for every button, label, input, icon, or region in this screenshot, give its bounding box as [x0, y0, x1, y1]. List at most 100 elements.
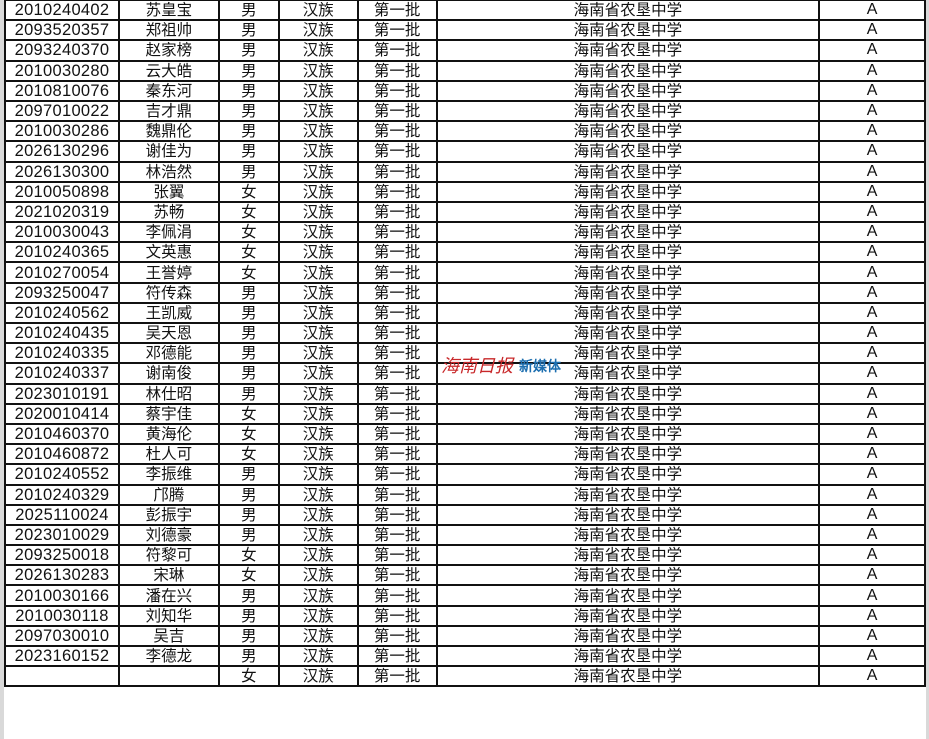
student-id-cell: 2021020319 [4, 200, 120, 224]
student-id-cell: 2093250047 [4, 281, 120, 304]
school-cell: 海南省农垦中学 [435, 79, 821, 102]
student-name-cell: 彭振宇 [117, 503, 220, 526]
grade-cell: A [818, 604, 926, 627]
table-row: 2025110024 彭振宇男汉族 第一批 海南省农垦中学 A [4, 503, 926, 526]
grade-cell: A [818, 99, 926, 123]
table-row: 2010030166 潘在兴男汉族 第一批 海南省农垦中学 A [4, 584, 926, 607]
ethnicity-cell: 汉族 [277, 544, 359, 567]
ethnicity-cell: 汉族 [277, 79, 359, 102]
gender-cell: 男 [217, 59, 280, 82]
student-name-cell: 邓德能 [117, 342, 220, 365]
table-row: 2010030118 刘知华男汉族 第一批 海南省农垦中学 A [4, 604, 926, 627]
student-name-cell: 李振维 [117, 463, 220, 486]
ethnicity-cell: 汉族 [277, 261, 359, 284]
table-row: 2010240337 谢南俊男汉族 第一批 海南省农垦中学 A [4, 362, 926, 385]
school-cell: 海南省农垦中学 [435, 443, 821, 466]
school-cell: 海南省农垦中学 [435, 564, 821, 587]
ethnicity-cell: 汉族 [277, 221, 359, 244]
student-name-cell: 谢南俊 [117, 362, 220, 385]
spreadsheet-page: 2010240402 苏皇宝男汉族 第一批 海南省农垦中学 A 2093520357 郑祖帅… [4, 0, 926, 739]
table-row: 2023010191 林仕昭男汉族 第一批 海南省农垦中学 A [4, 382, 926, 405]
grade-cell: A [818, 241, 926, 264]
ethnicity-cell: 汉族 [277, 120, 359, 143]
grade-cell: A [818, 503, 926, 526]
grade-cell: A [818, 342, 926, 365]
table-row: 2097030010 吴吉男汉族 第一批 海南省农垦中学 A [4, 624, 926, 648]
school-cell: 海南省农垦中学 [435, 544, 821, 567]
school-cell: 海南省农垦中学 [435, 59, 821, 82]
batch-cell: 第一批 [356, 523, 438, 547]
student-name-cell: 蔡宇佳 [117, 402, 220, 425]
gender-cell: 男 [217, 624, 280, 648]
student-name-cell: 刘德豪 [117, 523, 220, 547]
student-name-cell: 张翼 [117, 180, 220, 203]
ethnicity-cell: 汉族 [277, 443, 359, 466]
grade-cell: A [818, 140, 926, 163]
ethnicity-cell: 汉族 [277, 624, 359, 648]
student-id-cell: 2023010191 [4, 382, 120, 405]
batch-cell: 第一批 [356, 39, 438, 62]
batch-cell: 第一批 [356, 241, 438, 264]
grade-cell: A [818, 59, 926, 82]
school-cell: 海南省农垦中学 [435, 463, 821, 486]
grade-cell: A [818, 39, 926, 62]
table-row: 2010050898 张翼女汉族 第一批 海南省农垦中学 A [4, 180, 926, 203]
ethnicity-cell: 汉族 [277, 382, 359, 405]
grade-cell: A [818, 463, 926, 486]
batch-cell: 第一批 [356, 342, 438, 365]
school-cell: 海南省农垦中学 [435, 99, 821, 123]
batch-cell: 第一批 [356, 402, 438, 425]
ethnicity-cell: 汉族 [277, 362, 359, 385]
student-id-cell: 2023010029 [4, 523, 120, 547]
batch-cell: 第一批 [356, 382, 438, 405]
grade-cell: A [818, 180, 926, 203]
student-name-cell: 符黎可 [117, 544, 220, 567]
school-cell: 海南省农垦中学 [435, 644, 821, 668]
grade-cell: A [818, 221, 926, 244]
ethnicity-cell: 汉族 [277, 422, 359, 446]
grade-cell: A [818, 624, 926, 648]
grade-cell: A [818, 644, 926, 668]
batch-cell: 第一批 [356, 0, 438, 22]
table-row: 2010240435 吴天恩男汉族 第一批 海南省农垦中学 A [4, 321, 926, 345]
batch-cell: 第一批 [356, 221, 438, 244]
gender-cell: 男 [217, 584, 280, 607]
gender-cell: 男 [217, 99, 280, 123]
table-row: 2093240370 赵家榜男汉族 第一批 海南省农垦中学 A [4, 39, 926, 62]
student-id-cell: 2093520357 [4, 19, 120, 42]
gender-cell: 女 [217, 564, 280, 587]
batch-cell: 第一批 [356, 564, 438, 587]
ethnicity-cell: 汉族 [277, 301, 359, 325]
table-row: 2010030043 李佩涓女汉族 第一批 海南省农垦中学 A [4, 221, 926, 244]
grade-cell: A [818, 160, 926, 183]
school-cell: 海南省农垦中学 [435, 382, 821, 405]
table-row: 2026130300 林浩然男汉族 第一批 海南省农垦中学 A [4, 160, 926, 183]
batch-cell: 第一批 [356, 544, 438, 567]
ethnicity-cell: 汉族 [277, 140, 359, 163]
school-cell: 海南省农垦中学 [435, 523, 821, 547]
student-id-cell: 2097030010 [4, 624, 120, 648]
batch-cell: 第一批 [356, 99, 438, 123]
table-row: 2093250018 符黎可女汉族 第一批 海南省农垦中学 A [4, 544, 926, 567]
table-row: 女汉族 第一批 海南省农垦中学 A [4, 665, 926, 688]
grade-cell: A [818, 443, 926, 466]
ethnicity-cell: 汉族 [277, 584, 359, 607]
school-cell: 海南省农垦中学 [435, 140, 821, 163]
school-cell: 海南省农垦中学 [435, 362, 821, 385]
ethnicity-cell: 汉族 [277, 0, 359, 22]
school-cell: 海南省农垦中学 [435, 402, 821, 425]
gender-cell: 男 [217, 160, 280, 183]
student-name-cell: 符传森 [117, 281, 220, 304]
grade-cell: A [818, 200, 926, 224]
student-name-cell: 李佩涓 [117, 221, 220, 244]
table-row: 2010240402 苏皇宝男汉族 第一批 海南省农垦中学 A [4, 0, 926, 22]
student-name-cell: 谢佳为 [117, 140, 220, 163]
school-cell: 海南省农垦中学 [435, 200, 821, 224]
table-row: 2010460872 杜人可女汉族 第一批 海南省农垦中学 A [4, 443, 926, 466]
batch-cell: 第一批 [356, 140, 438, 163]
gender-cell: 男 [217, 604, 280, 627]
student-id-cell: 2023160152 [4, 644, 120, 668]
gender-cell: 女 [217, 180, 280, 203]
ethnicity-cell: 汉族 [277, 321, 359, 345]
student-id-cell: 2026130283 [4, 564, 120, 587]
